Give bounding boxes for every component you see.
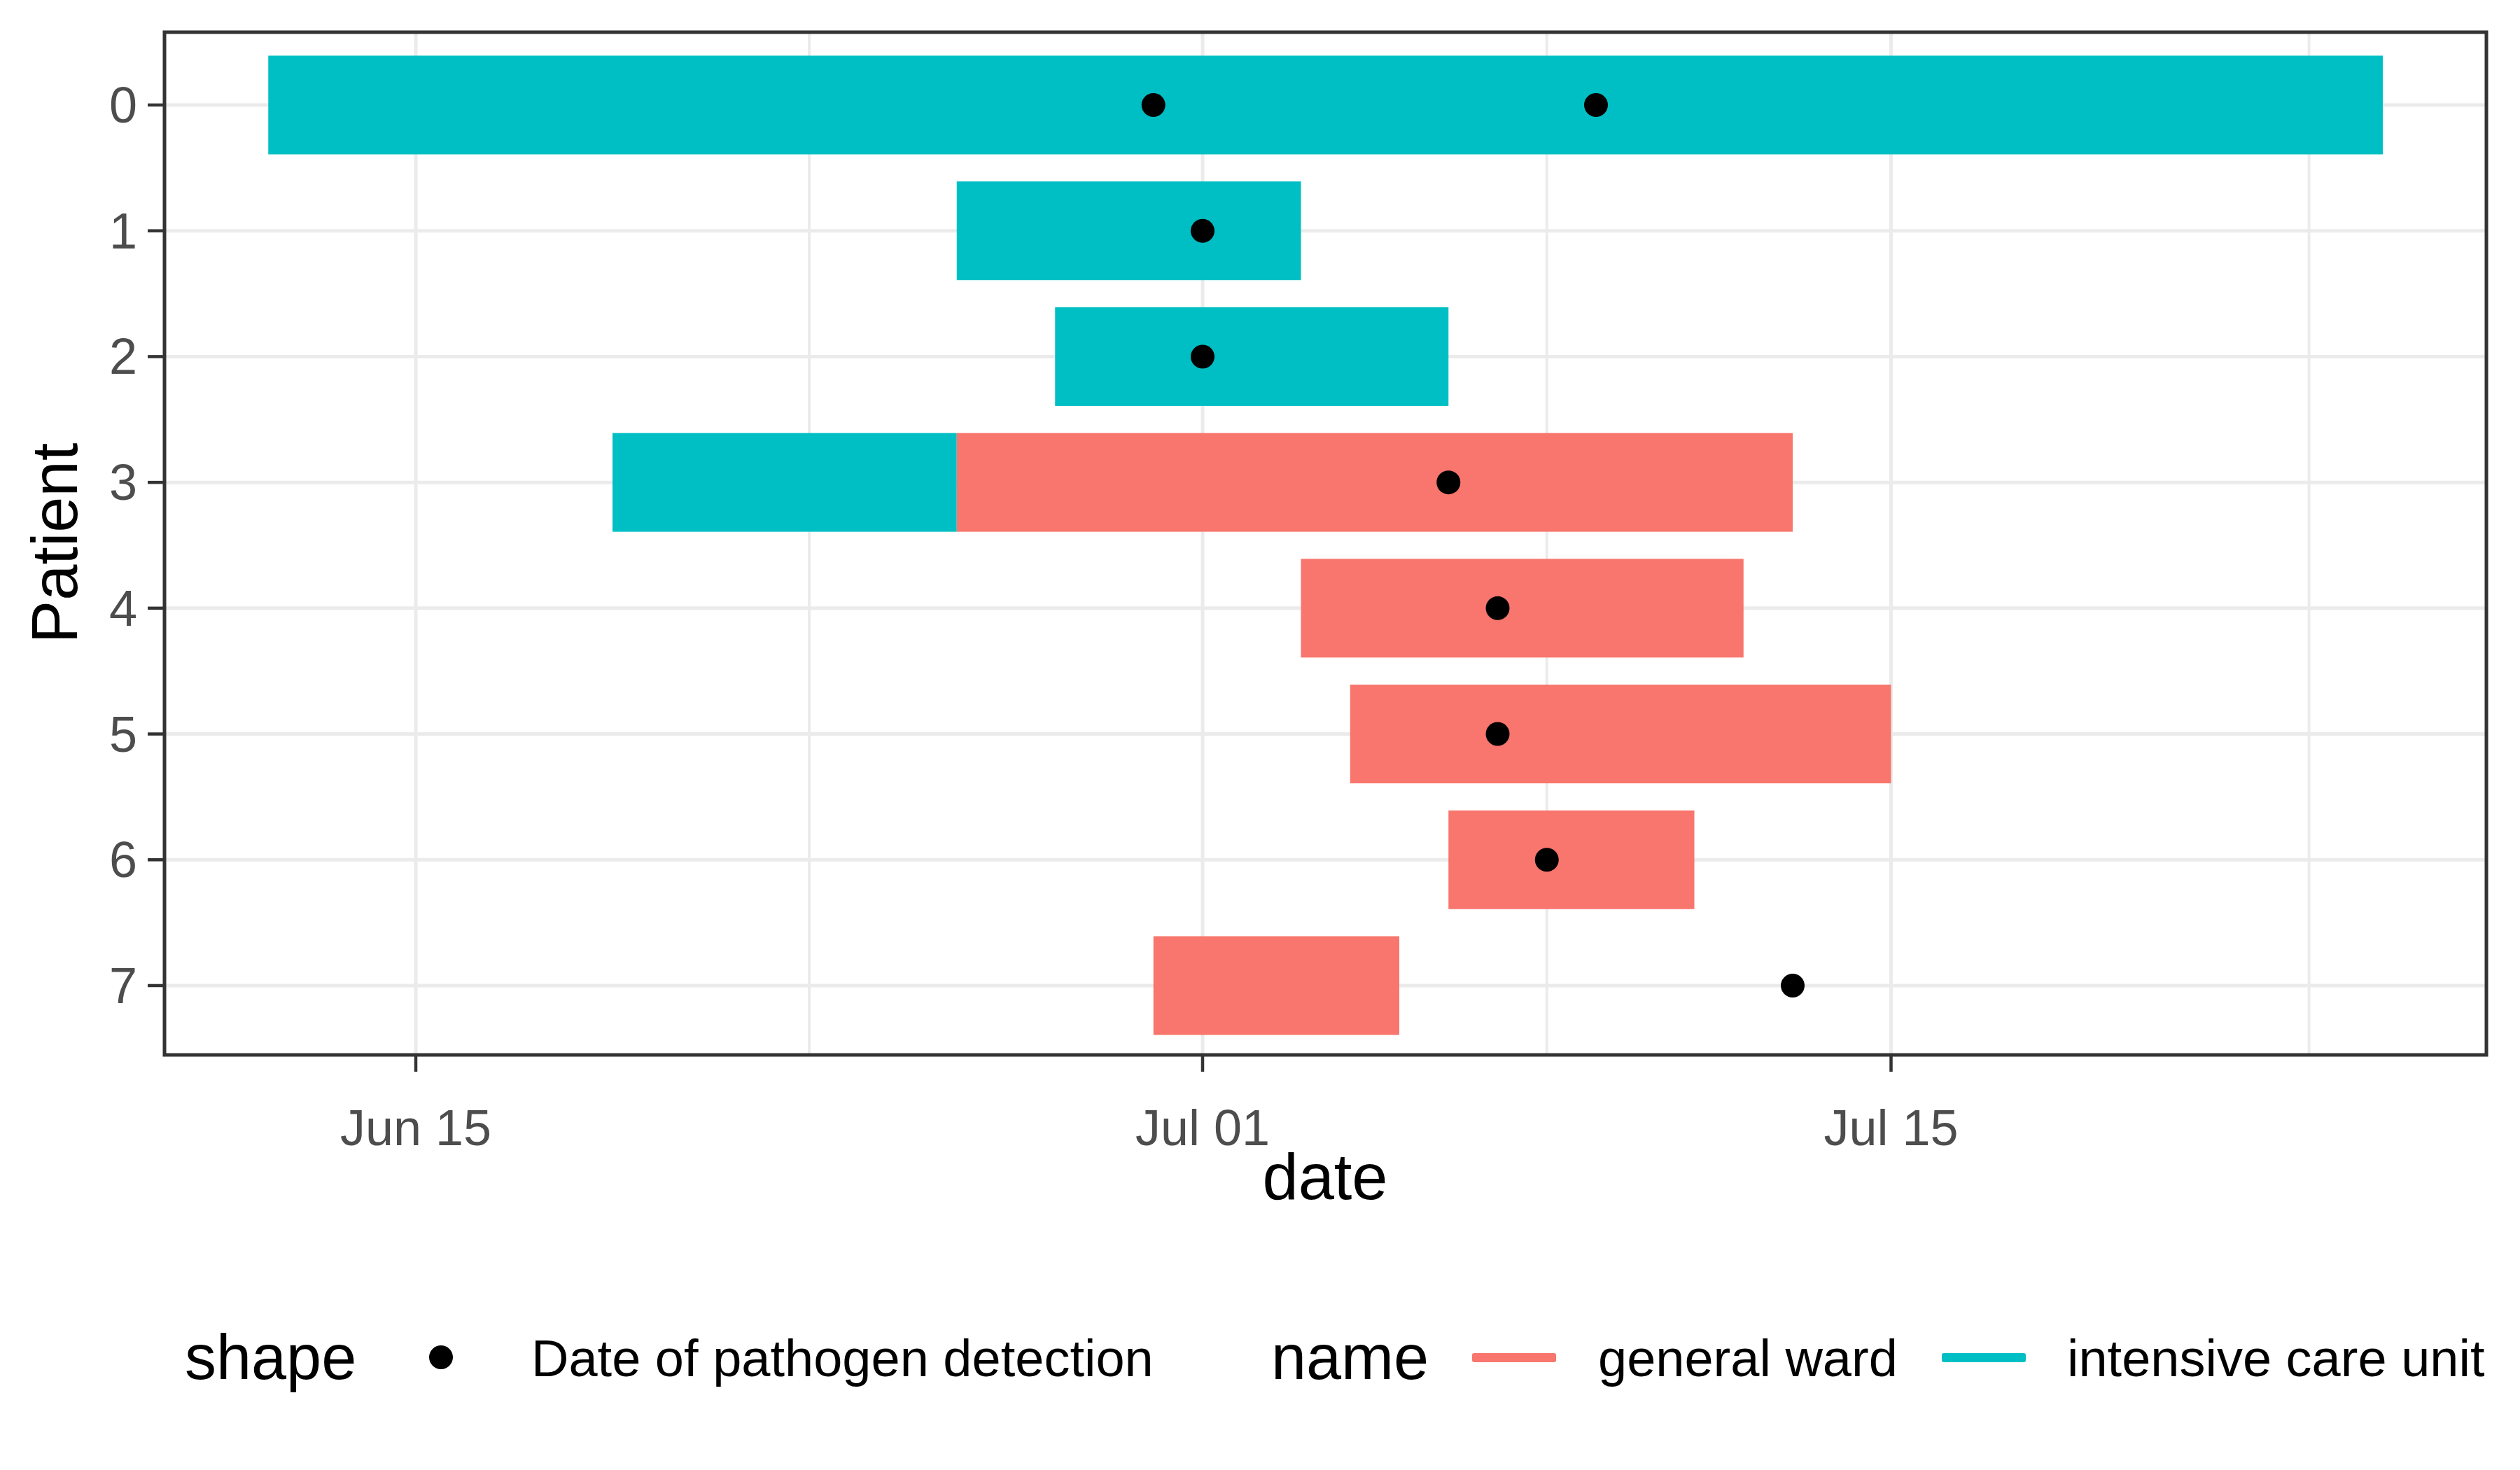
detection-dot-patient-4 — [1486, 596, 1510, 620]
stay-bar-patient-5-general-ward — [1350, 685, 1891, 783]
stay-bar-patient-2-intensive-care-unit — [1055, 307, 1448, 406]
stay-bar-patient-6-general-ward — [1448, 811, 1694, 909]
y-tick-label: 3 — [109, 454, 137, 510]
y-axis-title: Patient — [19, 443, 90, 643]
y-tick-label: 7 — [109, 958, 137, 1014]
y-tick-label: 4 — [109, 580, 137, 636]
x-axis-title: date — [1262, 1141, 1387, 1212]
legend-general-ward-key — [1472, 1353, 1556, 1362]
gantt-chart-figure: Jun 15 Jul 01 Jul 15 0 1 2 3 4 5 6 7 date Patient… — [0, 0, 2520, 1470]
detection-dot-patient-0 — [1142, 93, 1166, 117]
y-tick-label: 6 — [109, 832, 137, 888]
chart-canvas: Jun 15 Jul 01 Jul 15 0 1 2 3 4 5 6 7 date Patient… — [0, 0, 2520, 1470]
plot-panel-background — [164, 32, 2486, 1055]
detection-dot-patient-5 — [1486, 722, 1510, 746]
x-tick-label: Jul 01 — [1135, 1100, 1270, 1156]
y-tick-label: 5 — [109, 706, 137, 762]
legend: shape Date of pathogen detection name ge… — [185, 1322, 2485, 1392]
legend-icu-label: intensive care unit — [2067, 1329, 2485, 1387]
legend-name-title: name — [1271, 1322, 1429, 1392]
stay-bar-patient-7-general-ward — [1154, 936, 1399, 1035]
detection-dot-patient-6 — [1535, 848, 1559, 872]
y-tick-label: 0 — [109, 77, 137, 133]
x-tick-label: Jun 15 — [340, 1100, 491, 1156]
y-tick-label: 2 — [109, 328, 137, 384]
y-axis-tick-labels: 0 1 2 3 4 5 6 7 — [109, 77, 137, 1014]
detection-dot-patient-2 — [1191, 344, 1214, 368]
legend-detection-dot-key — [429, 1345, 453, 1369]
legend-detection-label: Date of pathogen detection — [531, 1329, 1154, 1387]
legend-icu-key — [1942, 1353, 2026, 1362]
stay-bar-patient-0-intensive-care-unit — [268, 56, 2383, 155]
y-tick-label: 1 — [109, 203, 137, 259]
x-axis-tick-labels: Jun 15 Jul 01 Jul 15 — [340, 1100, 1959, 1156]
x-tick-label: Jul 15 — [1823, 1100, 1958, 1156]
stay-bar-patient-3-intensive-care-unit — [612, 433, 957, 532]
legend-general-ward-label: general ward — [1598, 1329, 1898, 1387]
legend-shape-title: shape — [185, 1322, 356, 1392]
detection-dot-patient-7 — [1781, 974, 1805, 997]
x-axis-ticks — [416, 1055, 1891, 1072]
stay-bar-patient-1-intensive-care-unit — [957, 181, 1301, 280]
detection-dot-patient-0 — [1584, 93, 1608, 117]
stay-bar-patient-4-general-ward — [1301, 559, 1744, 657]
y-axis-ticks — [148, 105, 164, 986]
detection-dot-patient-1 — [1191, 219, 1214, 243]
stay-bar-patient-3-general-ward — [957, 433, 1793, 532]
detection-dot-patient-3 — [1436, 470, 1460, 494]
